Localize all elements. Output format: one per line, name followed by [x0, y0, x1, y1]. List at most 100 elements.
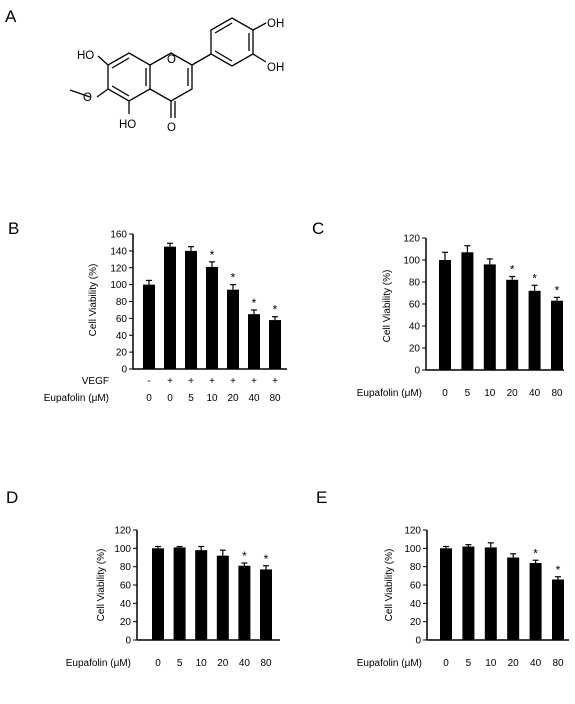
significance-star: *: [242, 549, 247, 563]
x-tick-label: 0: [442, 388, 448, 399]
x-tick-label: 5: [177, 658, 183, 669]
atom-ho-bottom: HO: [119, 119, 136, 131]
y-tick-label: 0: [125, 636, 131, 647]
bar: [238, 565, 251, 640]
x-tick-label: 80: [260, 658, 272, 669]
bar: [216, 555, 229, 640]
x-tick-label: 10: [206, 393, 218, 404]
y-tick-label: 20: [120, 617, 132, 628]
significance-star: *: [252, 296, 257, 310]
y-tick-label: 100: [403, 256, 420, 267]
x-tick-label: 0: [443, 658, 449, 669]
x-tick-label: 80: [551, 388, 563, 399]
y-tick-label: 60: [410, 581, 422, 592]
bar: [528, 290, 541, 370]
y-tick-label: 60: [120, 581, 132, 592]
x-tick-label: 80: [269, 393, 281, 404]
bar: [507, 557, 520, 640]
bar: [152, 548, 164, 640]
x-tick-label: 20: [217, 658, 229, 669]
y-tick-label: 40: [409, 322, 421, 333]
bar: [173, 547, 186, 640]
y-tick-label: 100: [114, 544, 131, 555]
y-tick-label: 0: [415, 636, 421, 647]
vegf-sign: +: [251, 376, 257, 387]
significance-star: *: [533, 546, 538, 560]
x-tick-label: 10: [196, 658, 208, 669]
significance-star: *: [556, 563, 561, 577]
x-tick-label: 40: [248, 393, 260, 404]
significance-star: *: [231, 271, 236, 285]
atom-o-methoxy: O: [83, 92, 92, 104]
bar: [248, 314, 260, 369]
x-tick-label: 10: [484, 388, 496, 399]
vegf-sign: +: [272, 376, 278, 387]
y-tick-label: 80: [116, 297, 128, 308]
atom-ho-left: HO: [77, 50, 94, 62]
x-tick-label: 0: [155, 658, 161, 669]
x-tick-label: 20: [508, 658, 520, 669]
bar: [462, 546, 475, 640]
y-tick-label: 120: [403, 234, 420, 245]
y-axis-label: Cell Viability (%): [96, 549, 107, 622]
y-tick-label: 80: [120, 562, 132, 573]
y-tick-label: 80: [409, 278, 421, 289]
panel-label-d: D: [6, 488, 18, 507]
vegf-sign: -: [147, 376, 150, 387]
bar: [551, 300, 563, 370]
bar: [552, 579, 564, 640]
y-tick-label: 20: [409, 344, 421, 355]
y-axis-label: Cell Viability (%): [88, 264, 99, 337]
vegf-sign: +: [167, 376, 173, 387]
panel-label-c: C: [312, 219, 324, 238]
bar: [529, 563, 542, 640]
bar: [484, 547, 497, 640]
atom-o-carbonyl: O: [167, 122, 176, 134]
x-tick-label: 80: [552, 658, 564, 669]
y-tick-label: 160: [110, 230, 127, 241]
significance-star: *: [532, 271, 537, 285]
significance-star: *: [510, 263, 515, 277]
bar: [185, 250, 197, 369]
y-axis-label: Cell Viability (%): [384, 549, 395, 622]
x-tick-label: 40: [529, 388, 541, 399]
y-tick-label: 100: [404, 544, 421, 555]
significance-star: *: [264, 552, 269, 566]
x-axis-label: Eupafolin (μM): [357, 388, 422, 399]
bar: [195, 550, 208, 640]
y-tick-label: 100: [110, 280, 127, 291]
y-tick-label: 0: [121, 365, 127, 376]
x-tick-label: 5: [188, 393, 194, 404]
y-tick-label: 80: [410, 562, 422, 573]
x-tick-label: 40: [530, 658, 542, 669]
bar: [269, 320, 281, 369]
y-tick-label: 60: [116, 314, 128, 325]
row-label-vegf: VEGF: [82, 376, 109, 387]
y-tick-label: 120: [114, 526, 131, 537]
y-tick-label: 120: [404, 526, 421, 537]
x-tick-label: 40: [239, 658, 251, 669]
bar: [206, 266, 218, 369]
y-tick-label: 20: [410, 617, 422, 628]
y-tick-label: 0: [414, 366, 420, 377]
bar: [440, 548, 452, 640]
y-axis-label: Cell Viability (%): [382, 270, 393, 343]
bar: [439, 260, 451, 370]
significance-star: *: [555, 283, 560, 297]
vegf-sign: +: [188, 376, 194, 387]
x-axis-label: Eupafolin (μM): [357, 658, 422, 669]
x-tick-label: 0: [167, 393, 173, 404]
y-tick-label: 40: [120, 599, 132, 610]
atom-oh-right: OH: [267, 62, 284, 74]
y-tick-label: 40: [410, 599, 422, 610]
panel-label-a: A: [5, 7, 17, 26]
vegf-sign: +: [209, 376, 215, 387]
x-tick-label: 10: [485, 658, 497, 669]
significance-star: *: [210, 248, 215, 262]
x-axis-label: Eupafolin (μM): [66, 658, 131, 669]
atom-o-ring: O: [167, 54, 176, 66]
